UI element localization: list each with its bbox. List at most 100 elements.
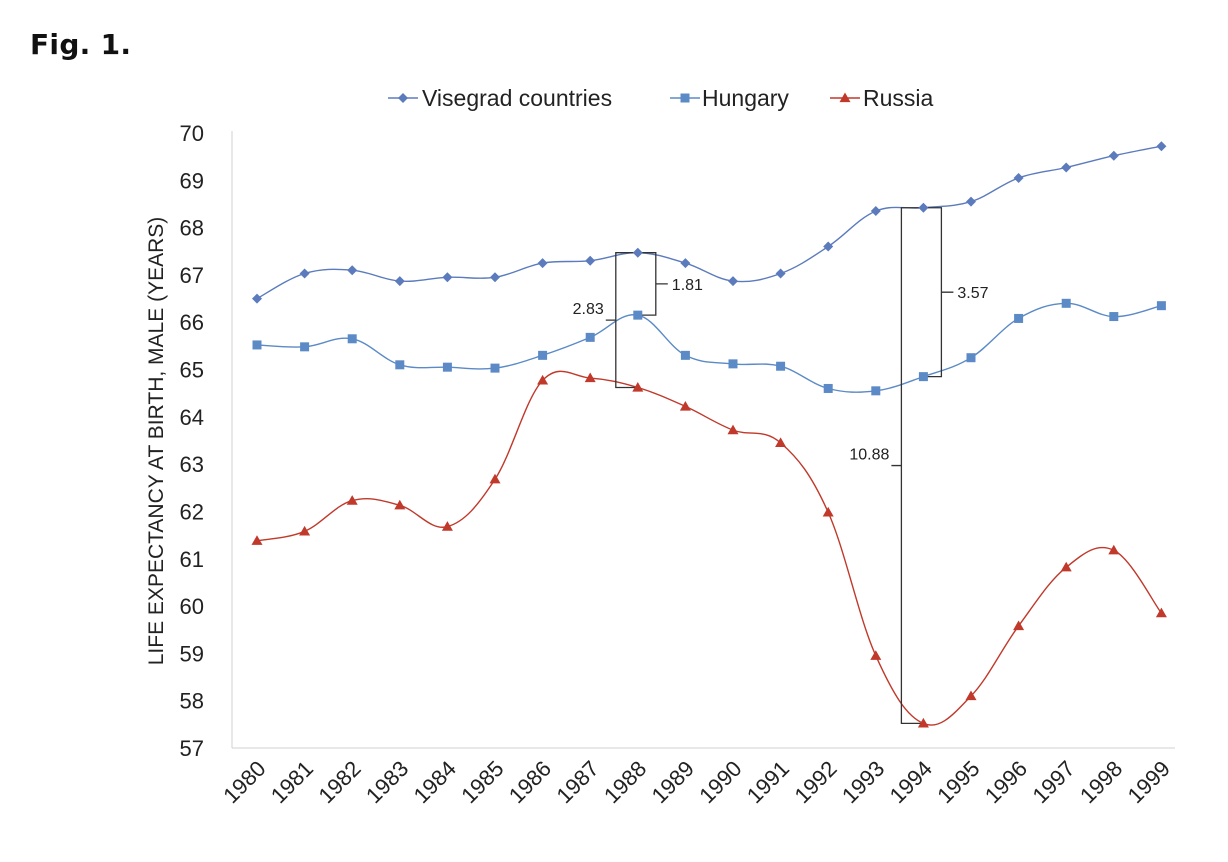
x-axis-ticks: 1980198119821983198419851986198719881989…	[218, 756, 1175, 808]
data-point-square	[1156, 301, 1166, 311]
data-point-square	[633, 310, 643, 320]
data-point-square	[728, 359, 738, 369]
y-tick-label: 60	[180, 594, 204, 619]
series-markers	[251, 141, 1167, 728]
data-point-triangle	[822, 506, 834, 517]
x-tick-label: 1996	[980, 756, 1032, 808]
data-point-square	[871, 386, 881, 396]
legend-item: Hungary	[670, 85, 789, 111]
y-tick-label: 64	[180, 405, 204, 430]
y-tick-label: 67	[180, 263, 204, 288]
y-tick-label: 59	[180, 641, 204, 666]
x-tick-label: 1986	[504, 756, 556, 808]
data-point-square	[680, 93, 690, 103]
legend-label: Hungary	[702, 85, 789, 111]
x-tick-label: 1999	[1123, 756, 1175, 808]
data-point-triangle	[839, 92, 851, 103]
data-point-triangle	[1108, 544, 1120, 555]
x-tick-label: 1984	[409, 756, 461, 808]
data-point-triangle	[679, 400, 691, 411]
y-tick-label: 68	[180, 216, 204, 241]
data-point-triangle	[394, 499, 406, 510]
data-point-triangle	[917, 717, 929, 728]
data-point-square	[966, 353, 976, 363]
x-tick-label: 1982	[313, 756, 365, 808]
data-point-triangle	[775, 437, 787, 447]
data-point-diamond	[1013, 172, 1024, 183]
data-point-triangle	[299, 525, 311, 536]
x-tick-label: 1988	[599, 756, 651, 808]
gap-bracket	[925, 207, 954, 378]
data-point-diamond	[918, 202, 929, 213]
data-point-diamond	[398, 93, 408, 103]
x-tick-label: 1983	[361, 756, 413, 808]
gap-bracket	[891, 207, 922, 725]
gap-bracket	[605, 252, 636, 389]
legend-item: Russia	[830, 85, 934, 111]
data-point-diamond	[537, 258, 548, 269]
data-point-square	[252, 340, 262, 350]
data-point-diamond	[1108, 150, 1119, 161]
gap-annotation: 2.83	[573, 252, 636, 389]
data-point-square	[823, 383, 833, 393]
data-point-triangle	[441, 521, 453, 531]
data-point-square	[442, 362, 452, 372]
data-point-diamond	[490, 272, 500, 283]
gap-annotation: 10.88	[849, 207, 922, 725]
x-tick-label: 1980	[218, 756, 270, 808]
data-point-triangle	[1060, 561, 1072, 572]
series-line-russia	[256, 370, 1162, 726]
data-point-triangle	[537, 374, 549, 385]
data-point-square	[1109, 312, 1119, 322]
gap-bracket	[639, 252, 668, 316]
x-tick-label: 1989	[647, 756, 699, 808]
data-point-triangle	[870, 650, 882, 660]
gap-label: 1.81	[672, 277, 703, 294]
data-point-diamond	[775, 268, 786, 279]
y-tick-label: 61	[180, 547, 204, 572]
data-point-triangle	[632, 382, 644, 392]
data-point-diamond	[585, 255, 596, 266]
data-point-diamond	[870, 206, 881, 217]
y-tick-label: 65	[180, 358, 204, 383]
data-point-square	[1061, 298, 1071, 308]
x-tick-label: 1985	[456, 756, 508, 808]
data-point-square	[776, 361, 786, 371]
x-tick-label: 1987	[551, 756, 603, 808]
data-point-square	[347, 334, 357, 344]
data-point-square	[585, 332, 595, 342]
data-point-triangle	[251, 535, 263, 545]
data-point-square	[490, 363, 500, 373]
gap-annotation: 1.81	[639, 252, 703, 316]
figure-label: Fig. 1.	[30, 28, 132, 61]
x-tick-label: 1991	[742, 756, 794, 808]
y-tick-label: 70	[180, 121, 204, 146]
series-lines	[256, 145, 1162, 726]
data-point-triangle	[1155, 607, 1167, 618]
y-tick-label: 62	[180, 499, 204, 524]
x-tick-label: 1997	[1027, 756, 1079, 808]
data-point-square	[538, 350, 548, 360]
legend-label: Visegrad countries	[422, 85, 612, 111]
data-point-diamond	[728, 276, 738, 287]
gap-label: 3.57	[957, 285, 988, 302]
y-tick-label: 69	[180, 168, 204, 193]
data-point-diamond	[442, 272, 453, 283]
data-point-square	[918, 372, 928, 382]
legend-item: Visegrad countries	[388, 85, 612, 111]
y-tick-label: 66	[180, 310, 204, 335]
data-point-square	[680, 350, 690, 360]
data-point-diamond	[1061, 162, 1072, 173]
gap-annotation: 3.57	[925, 207, 989, 378]
x-tick-label: 1981	[266, 756, 318, 808]
data-point-diamond	[252, 293, 262, 304]
x-tick-label: 1993	[837, 756, 889, 808]
series-line-visegrad-countries	[256, 145, 1162, 300]
data-point-diamond	[394, 276, 405, 287]
data-point-triangle	[965, 690, 977, 701]
data-point-triangle	[727, 424, 739, 435]
series-line-hungary	[256, 302, 1162, 393]
data-point-triangle	[346, 495, 358, 505]
chart-axes	[231, 131, 1175, 749]
